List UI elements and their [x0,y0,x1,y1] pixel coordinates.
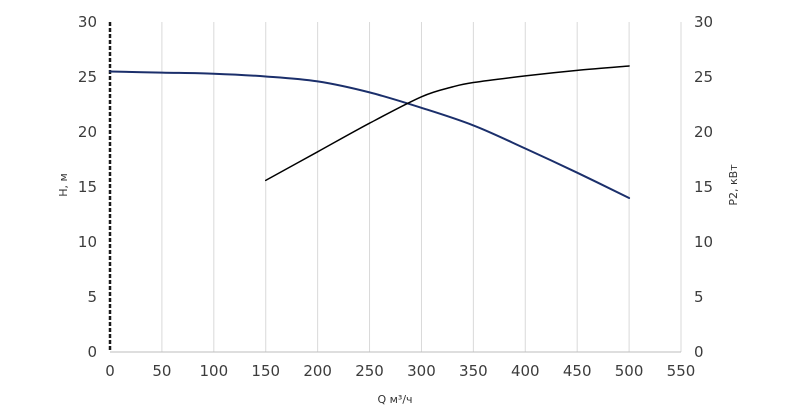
x-tick-label: 0 [105,362,115,380]
power-curve-line [264,65,630,182]
right-y-tick-label: 10 [694,233,713,251]
x-tick-label: 100 [199,362,228,380]
axes [108,22,681,353]
x-tick-label: 550 [667,362,696,380]
left-y-axis-title: H, м [57,173,70,197]
right-y-tick-label: 0 [694,343,704,361]
left-y-tick-label: 10 [78,233,97,251]
left-y-tick-label: 5 [87,288,97,306]
left-y-tick-label: 25 [78,68,97,86]
x-tick-label: 500 [615,362,644,380]
right-y-tick-label: 30 [694,13,713,31]
head-curve-line [109,70,631,199]
right-y-tick-label: 20 [694,123,713,141]
x-tick-label: 200 [303,362,332,380]
x-tick-label: 350 [459,362,488,380]
x-tick-label: 250 [355,362,384,380]
right-y-tick-label: 5 [694,288,704,306]
right-y-axis-title: P2, кВт [727,164,740,206]
series-lines [109,65,631,199]
x-tick-label: 300 [407,362,436,380]
tick-labels: 0 50 100 150 200 250 300 350 400 450 500 5500510152… [78,13,713,380]
x-tick-label: 50 [152,362,171,380]
x-tick-label: 450 [563,362,592,380]
x-tick-label: 400 [511,362,540,380]
right-y-tick-label: 15 [694,178,713,196]
x-tick-label: 150 [251,362,280,380]
left-y-tick-label: 15 [78,178,97,196]
x-axis-title: Q м³/ч [377,393,412,406]
left-y-tick-label: 0 [87,343,97,361]
left-y-tick-label: 30 [78,13,97,31]
right-y-tick-label: 25 [694,68,713,86]
left-y-tick-label: 20 [78,123,97,141]
gridlines [161,22,682,352]
